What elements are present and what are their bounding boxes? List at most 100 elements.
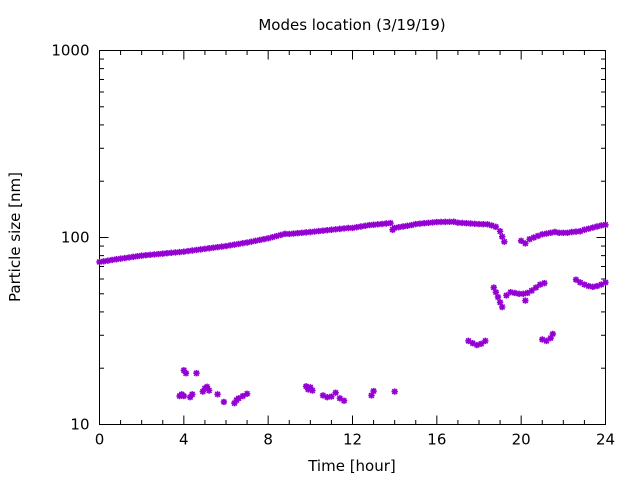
data-point [290,230,297,237]
data-point [593,282,601,290]
data-point [454,219,462,226]
data-point [501,238,508,245]
data-point [100,258,107,265]
data-point [446,218,453,226]
data-point [522,240,529,247]
data-point [260,235,268,243]
data-point [328,393,335,400]
data-point [345,224,352,232]
data-point [496,228,504,235]
data-point [374,221,381,228]
data-point [186,393,194,401]
data-point [340,397,348,404]
data-point [543,337,550,345]
data-point [383,220,390,227]
data-point [227,242,234,249]
data-point [172,249,179,256]
data-point [404,222,411,229]
data-point [488,222,495,229]
data-point [184,247,192,255]
data-point [399,223,407,230]
data-point [332,226,339,233]
data-point [391,224,398,232]
data-point [408,221,415,229]
data-point [307,228,314,236]
data-point [203,383,211,391]
data-point [315,227,322,235]
data-point [264,235,272,242]
data-point [555,229,563,236]
data-point [222,242,230,250]
data-point [463,220,470,227]
data-point [235,240,242,248]
data-point [568,228,575,236]
data-point [193,370,200,377]
data-point [201,245,209,253]
data-point [602,279,609,286]
data-point [541,279,548,287]
data-point [134,253,141,260]
data-point [214,243,221,251]
data-point [332,389,339,396]
data-point [581,281,588,288]
data-point [108,256,116,264]
data-point [515,290,523,297]
data-point [210,244,217,251]
data-point [239,240,247,247]
data-point [469,340,476,347]
data-point [412,220,419,228]
data-point [180,248,188,255]
data-point [357,223,365,230]
data-point [243,390,251,397]
data-point [214,391,221,398]
data-point [528,287,535,294]
data-point [349,224,356,232]
x-tick-label: 12 [343,431,362,449]
data-point [370,221,377,228]
data-point [96,258,103,266]
data-point [425,219,432,227]
axis-ticks [99,50,606,425]
data-point [572,228,580,235]
data-point [269,233,276,241]
data-point [205,387,213,394]
data-point [340,225,348,232]
data-point [524,289,531,297]
data-point [319,227,327,234]
data-point [182,370,190,377]
data-point [113,256,120,263]
data-point [520,290,527,297]
data-point [180,367,188,374]
data-point [589,283,597,290]
data-points [96,218,609,407]
data-point [450,218,457,225]
data-point [482,337,489,345]
data-point [577,279,584,286]
data-point [125,254,133,261]
data-point [151,251,158,258]
x-tick-label: 20 [512,431,531,449]
data-point [197,246,204,253]
data-point [547,334,554,342]
data-point [598,222,605,229]
data-point [366,221,373,229]
data-point [319,392,327,399]
data-point [252,237,259,245]
data-point [239,392,247,400]
data-point [517,237,525,245]
data-point [416,220,424,227]
data-point [492,223,500,231]
data-point [458,219,466,227]
data-point [467,220,474,227]
data-point [534,232,542,240]
data-point [324,227,331,234]
data-point [231,399,238,407]
chart-title: Modes location (3/19/19) [258,16,445,34]
data-point [581,226,588,233]
data-point [298,229,306,236]
data-point [277,231,285,239]
data-point [465,337,472,345]
data-point [530,234,538,241]
data-point [121,254,128,262]
